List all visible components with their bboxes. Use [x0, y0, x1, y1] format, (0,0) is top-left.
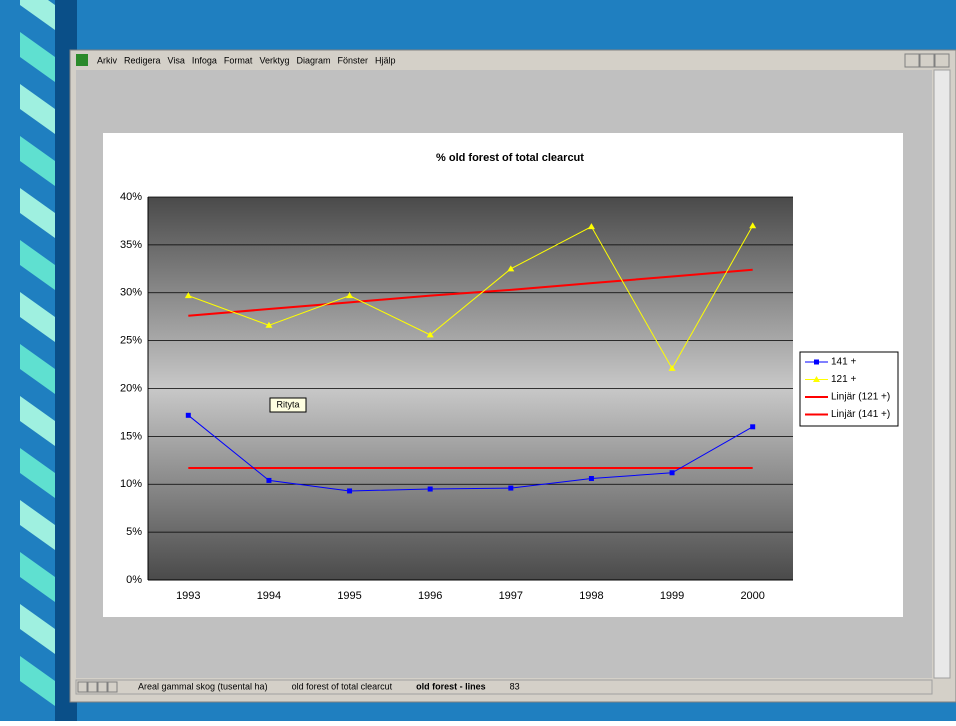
tooltip: Rityta — [276, 399, 299, 409]
point — [508, 485, 514, 491]
point — [669, 470, 675, 476]
point — [265, 321, 273, 328]
sheet-tab[interactable]: old forest - lines — [416, 681, 486, 691]
x-tick-label: 1994 — [257, 590, 281, 602]
y-tick-label: 0% — [126, 574, 142, 586]
y-tick-label: 20% — [120, 382, 142, 394]
tooltip-box — [269, 397, 307, 413]
y-tick-label: 5% — [126, 526, 142, 538]
y-tick-label: 30% — [120, 287, 142, 299]
deco-arrow — [20, 292, 55, 342]
menu-item[interactable]: Verktyg — [259, 55, 289, 65]
minimize[interactable] — [904, 53, 920, 68]
deco-arrow — [20, 656, 55, 706]
tab-bar — [75, 679, 933, 695]
sheet-tabs: Areal gammal skog (tusental ha) old fores… — [77, 681, 520, 693]
deco-arrow — [20, 84, 55, 134]
decoration — [20, 0, 55, 706]
point — [749, 222, 757, 229]
close[interactable] — [934, 53, 950, 68]
sheet-tab[interactable]: old forest of total clearcut — [292, 681, 393, 691]
y-tick-label: 25% — [120, 335, 142, 347]
point — [588, 476, 594, 482]
menu-item[interactable]: Diagram — [296, 55, 330, 65]
point — [668, 364, 676, 371]
deco-arrow — [20, 32, 55, 82]
deco-arrow — [20, 448, 55, 498]
point — [427, 486, 433, 492]
x-tick-label: 1997 — [499, 590, 523, 602]
menu-item[interactable]: Fönster — [337, 55, 368, 65]
deco-arrow — [20, 240, 55, 290]
chart-title: % old forest of total clearcut — [436, 152, 584, 164]
point — [185, 412, 191, 418]
y-tick-label: 10% — [120, 478, 142, 490]
tab-nav[interactable] — [77, 681, 88, 693]
tab-nav[interactable] — [87, 681, 98, 693]
point — [507, 265, 515, 272]
menu-item[interactable]: Infoga — [192, 55, 217, 65]
menu-item[interactable]: Visa — [168, 55, 185, 65]
legend-label: 121 + — [831, 374, 856, 385]
x-tick-label: 1996 — [418, 590, 442, 602]
app-icon — [76, 54, 88, 66]
point — [346, 292, 354, 299]
deco-arrow — [20, 344, 55, 394]
deco-arrow — [20, 604, 55, 654]
y-tick-label: 35% — [120, 239, 142, 251]
y-tick-label: 40% — [120, 191, 142, 203]
menu-item[interactable]: Format — [224, 55, 253, 65]
x-tick-label: 2000 — [740, 590, 764, 602]
deco-arrow — [20, 500, 55, 550]
menu-item[interactable]: Arkiv — [97, 55, 117, 65]
series-line — [188, 225, 754, 370]
deco-arrow — [20, 136, 55, 186]
legend-label: 141 + — [831, 357, 856, 368]
x-tick-label: 1993 — [176, 590, 200, 602]
point — [426, 331, 434, 338]
legend-label: Linjär (121 +) — [831, 392, 890, 403]
sheet-tab[interactable]: 83 — [510, 681, 520, 691]
legend-label: Linjär (141 +) — [831, 409, 890, 420]
series-line — [187, 414, 753, 492]
tab-nav[interactable] — [97, 681, 108, 693]
legend-marker — [814, 359, 819, 365]
menu-bar: Arkiv Redigera Visa Infoga Format Verktyg Diag… — [97, 55, 396, 65]
point — [347, 488, 353, 494]
window-controls[interactable] — [904, 53, 950, 68]
deco-arrow — [20, 552, 55, 602]
deco-arrow — [20, 0, 55, 30]
menu-item[interactable]: Hjälp — [375, 55, 396, 65]
legend-marker — [813, 376, 820, 382]
vertical-scrollbar[interactable] — [933, 69, 951, 679]
x-tick-label: 1998 — [579, 590, 603, 602]
point — [184, 292, 192, 299]
menu-item[interactable]: Redigera — [124, 55, 161, 65]
x-tick-label: 1995 — [337, 590, 361, 602]
y-tick-label: 15% — [120, 430, 142, 442]
deco-arrow — [20, 188, 55, 238]
sheet-tab[interactable]: Areal gammal skog (tusental ha) — [138, 681, 268, 691]
restore[interactable] — [919, 53, 935, 68]
point — [587, 223, 595, 230]
x-tick-label: 1999 — [660, 590, 684, 602]
tab-nav[interactable] — [107, 681, 118, 693]
deco-arrow — [20, 396, 55, 446]
point — [750, 424, 756, 430]
point — [266, 477, 272, 483]
series-line — [188, 268, 753, 317]
